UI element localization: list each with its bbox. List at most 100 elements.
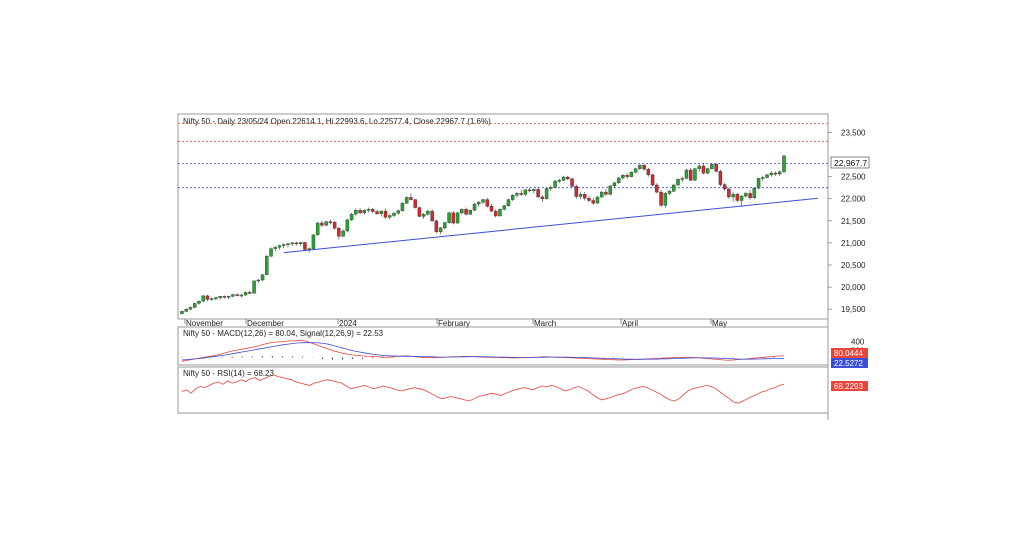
candle <box>396 209 400 215</box>
candle <box>676 178 680 186</box>
candle-body-down <box>375 211 379 214</box>
candle-body-up <box>731 194 735 198</box>
candle <box>604 189 608 197</box>
candle-body-down <box>417 207 422 217</box>
candle <box>218 295 222 300</box>
candle-body-up <box>621 175 625 179</box>
candle-body-down <box>434 220 439 233</box>
candle <box>464 207 468 216</box>
candle-body-up <box>680 178 684 180</box>
candle <box>417 206 422 218</box>
candle-body-up <box>506 199 511 206</box>
candle-body-down <box>489 206 494 212</box>
candle-body-down <box>701 165 706 174</box>
candle <box>570 177 574 188</box>
candle <box>684 168 689 180</box>
chart-frame <box>177 113 829 420</box>
candle-body-down <box>727 188 731 198</box>
candle <box>646 167 651 177</box>
candle-body-down <box>383 210 388 218</box>
candle-body-up <box>515 193 519 196</box>
candle-body-up <box>549 187 553 189</box>
candle-body-down <box>646 168 651 176</box>
candle <box>260 273 265 281</box>
candle-body-down <box>773 172 778 175</box>
candle <box>366 207 371 213</box>
candle-body-up <box>510 194 515 200</box>
candle-body-up <box>616 177 621 184</box>
candle-body-up <box>192 303 197 308</box>
candle-body-down <box>604 191 608 195</box>
y-tick-label: 20,000 <box>841 283 866 292</box>
candle-body-up <box>672 184 676 192</box>
candle <box>778 170 782 176</box>
candle <box>769 171 774 177</box>
candle <box>286 242 290 248</box>
candle-body-down <box>689 169 693 181</box>
candle-body-up <box>260 274 265 281</box>
candle <box>472 203 477 212</box>
candle <box>506 198 511 207</box>
x-axis-label: May <box>712 319 727 328</box>
candle-body-up <box>684 169 689 179</box>
candle-body-up <box>421 213 426 217</box>
candle <box>566 175 570 181</box>
candle-body-up <box>324 221 328 226</box>
candle <box>383 208 388 219</box>
candle-body-up <box>273 247 277 249</box>
candle <box>371 208 375 213</box>
candle-body-down <box>409 197 413 200</box>
candle-body-down <box>430 210 434 222</box>
candle <box>782 154 786 174</box>
candle <box>689 167 693 182</box>
candle-body-up <box>379 210 383 214</box>
candle-body-up <box>184 308 188 312</box>
x-axis-labels: November December 2024 February March April Ma… <box>184 319 727 328</box>
candle-body-down <box>583 194 587 199</box>
candle <box>375 209 379 215</box>
candle <box>739 195 744 207</box>
candle-body-down <box>371 209 375 212</box>
y-tick-label: 21,500 <box>841 217 866 226</box>
candle-body-down <box>748 193 752 199</box>
macd-header: Nifty 50 - MACD(12,26) = 80.04, Signal(1… <box>183 329 384 338</box>
candle-body-up <box>277 245 282 248</box>
candle-body-up <box>226 296 231 298</box>
candle <box>578 192 583 200</box>
candle <box>468 209 473 216</box>
candle <box>214 296 218 301</box>
candle-body-up <box>180 311 184 314</box>
last-price-label: 22,967.7 <box>834 158 867 168</box>
candle-body-down <box>519 193 523 195</box>
candles-group <box>180 154 786 315</box>
candle <box>557 178 562 183</box>
y-tick-labels: 19,500 20,000 20,500 21,000 21,500 22,000 22,5… <box>828 128 866 314</box>
candle-body-up <box>705 168 710 174</box>
candle <box>332 220 337 230</box>
candle <box>629 171 634 178</box>
candle-body-up <box>532 189 536 191</box>
candle <box>252 280 256 294</box>
y-tick-label: 20,500 <box>841 261 866 270</box>
candle <box>354 208 358 216</box>
candle <box>549 185 553 191</box>
candle-body-up <box>239 294 244 297</box>
candle <box>633 167 638 174</box>
candle-body-up <box>214 297 218 299</box>
candle-body-down <box>337 228 341 237</box>
candle-body-up <box>578 194 583 197</box>
candle-body-up <box>307 248 311 250</box>
candle-body-up <box>633 168 638 173</box>
candle <box>426 209 430 216</box>
candle-body-down <box>464 209 468 215</box>
macd-value-label: 80.0444 <box>834 349 863 358</box>
candle-body-up <box>472 203 477 211</box>
x-axis-label: March <box>534 319 556 328</box>
rsi-panel-frame <box>177 366 829 414</box>
candle <box>451 211 456 225</box>
candle-body-up <box>693 168 697 181</box>
candle-body-down <box>591 200 595 204</box>
candle-body-up <box>468 210 473 215</box>
candle-body-up <box>544 188 549 199</box>
